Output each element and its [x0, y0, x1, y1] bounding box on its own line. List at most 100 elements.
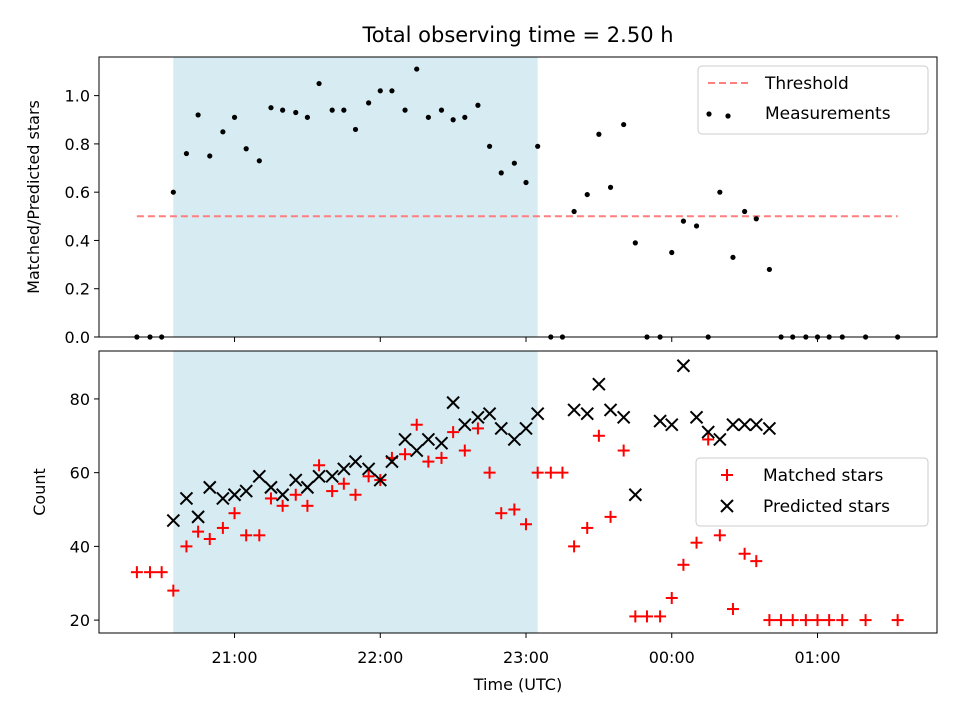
measurement-point [742, 208, 748, 215]
matched-star-point [568, 540, 581, 553]
matched-star-point [264, 492, 277, 505]
matched-star-point [447, 426, 460, 439]
matched-star-point [167, 584, 180, 597]
measurement-point [523, 179, 529, 186]
bottom-x-tick-label: 22:00 [357, 648, 403, 667]
measurement-point [352, 126, 359, 133]
bottom-y-tick-label: 80 [70, 390, 90, 409]
top-y-tick-label: 0.6 [65, 183, 90, 202]
predicted-star-point [701, 425, 715, 439]
top-axes-frame [98, 56, 938, 338]
top-legend: Threshold Measurements [697, 65, 929, 135]
measurement-point [329, 107, 335, 113]
measurement-point [450, 117, 456, 123]
top-y-tick-label: 0.0 [65, 328, 90, 347]
matched-star-point [435, 451, 448, 464]
matched-star-point [775, 614, 788, 627]
bottom-y-tick-label: 40 [70, 537, 90, 556]
matched-star-point [556, 466, 569, 479]
bottom-marks [130, 359, 904, 627]
matched-star-point [581, 521, 594, 534]
predicted-star-point [567, 403, 581, 417]
matched-star-point [665, 591, 678, 604]
legend-measurements-label: Measurements [765, 104, 891, 124]
matched-star-point [192, 525, 205, 538]
matched-star-point [410, 418, 423, 431]
measurement-point [207, 153, 213, 159]
measurement-point [341, 107, 347, 113]
measurement-point [425, 114, 431, 120]
matched-star-point [458, 444, 471, 457]
matched-star-point [531, 466, 544, 479]
predicted-star-point [300, 480, 315, 495]
matched-star-point [617, 444, 630, 457]
predicted-star-point [434, 436, 449, 450]
matched-star-point [690, 536, 703, 549]
measurement-point [366, 100, 372, 106]
measurement-point [195, 112, 201, 118]
top-y-tick-label: 0.4 [65, 231, 90, 250]
predicted-star-point [227, 488, 242, 502]
matched-star-point [130, 566, 143, 579]
predicted-star-point [421, 432, 436, 447]
measurement-point [680, 218, 687, 224]
bottom-axes-frame [98, 350, 938, 634]
predicted-star-point [530, 406, 545, 421]
matched-star-point [750, 555, 763, 568]
predicted-star-point [361, 462, 376, 476]
measurement-point [486, 143, 493, 149]
predicted-star-point [592, 377, 606, 391]
top-y-axis-label: Matched/Predicted stars [24, 100, 43, 294]
measurement-point [377, 88, 383, 94]
matched-star-point [544, 466, 557, 479]
legend-matched-marker [721, 469, 733, 481]
measurement-point [170, 189, 176, 195]
predicted-star-point [289, 473, 303, 487]
predicted-star-point [179, 491, 194, 506]
measurement-point [632, 240, 638, 246]
measurement-point [621, 121, 627, 128]
matched-star-point [399, 448, 412, 461]
matched-star-point [253, 529, 266, 542]
predicted-star-point [398, 432, 412, 447]
measurement-point [535, 143, 541, 149]
predicted-star-point [216, 491, 230, 506]
measurement-point [596, 131, 602, 137]
measurement-point [475, 102, 481, 108]
predicted-star-point [616, 410, 631, 425]
predicted-star-point [494, 421, 508, 436]
matched-star-point [289, 488, 302, 501]
top-y-tick-label: 0.8 [65, 135, 90, 154]
predicted-star-point [603, 403, 618, 417]
bottom-x-axis-label: Time (UTC) [473, 675, 562, 694]
measurement-point [498, 170, 504, 176]
predicted-star-point [312, 469, 326, 484]
predicted-star-point [373, 473, 387, 487]
matched-star-point [228, 507, 241, 520]
predicted-star-point [264, 480, 278, 495]
matched-star-point [144, 566, 157, 579]
bottom-y-ticks: 20 40 60 80 [70, 390, 99, 630]
matched-star-point [520, 518, 533, 531]
measurement-point [462, 114, 468, 120]
measurement-point [402, 107, 408, 113]
predicted-star-point [689, 410, 704, 425]
legend-predicted-marker [720, 499, 734, 513]
matched-star-point [471, 422, 484, 435]
matched-star-point [313, 459, 326, 472]
top-legend-box [697, 65, 929, 135]
matched-star-point [713, 529, 726, 542]
top-marks [134, 66, 901, 340]
measurement-point [607, 184, 614, 190]
predicted-star-point [762, 421, 777, 436]
matched-star-point [362, 470, 375, 483]
matched-star-point [326, 485, 339, 498]
predicted-star-point [507, 432, 522, 447]
matched-star-point [337, 477, 350, 490]
measurement-point [268, 105, 274, 111]
measurement-point [669, 249, 675, 256]
legend-predicted-label: Predicted stars [763, 497, 890, 517]
matched-star-point [763, 614, 776, 627]
measurement-point [438, 107, 445, 113]
